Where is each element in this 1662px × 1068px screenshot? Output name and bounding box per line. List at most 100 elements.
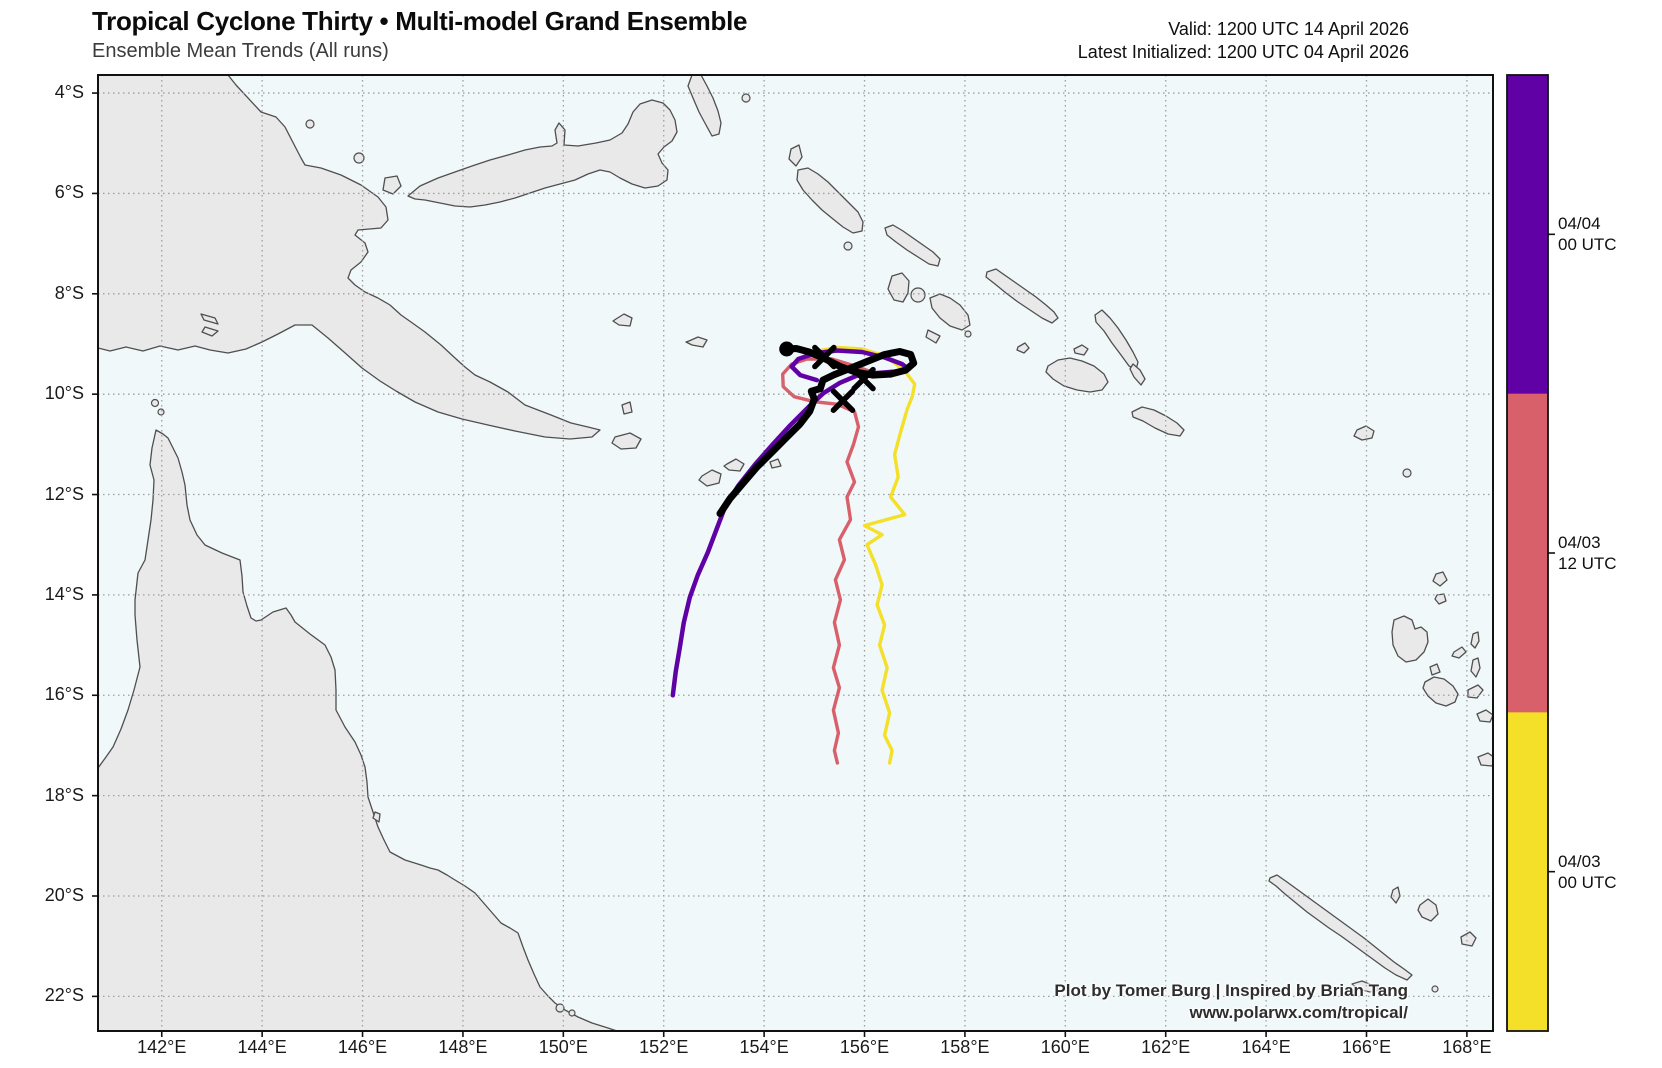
colorbar-segment <box>1507 75 1548 395</box>
x-axis-label: 150°E <box>538 1037 588 1057</box>
landmass <box>1073 344 1089 356</box>
credit-url-text: www.polarwx.com/tropical/ <box>1189 1003 1408 1022</box>
x-axis-label: 142°E <box>137 1037 187 1057</box>
small-island <box>910 287 926 303</box>
x-position-marker <box>851 366 876 392</box>
y-axis-label: 4°S <box>54 82 84 103</box>
landmass <box>1417 898 1439 922</box>
credit-author-text: Plot by Tomer Burg | Inspired by Brian T… <box>1054 981 1408 1000</box>
landmass <box>788 144 803 167</box>
landmass <box>200 313 219 325</box>
valid-time-text: Valid: 1200 UTC 14 April 2026 <box>1168 19 1409 39</box>
y-axis-label: 22°S <box>44 985 84 1006</box>
y-axis-label: 16°S <box>44 684 84 705</box>
landmass <box>698 469 722 487</box>
small-island <box>964 330 972 338</box>
landmass <box>796 167 864 234</box>
x-axis-label: 152°E <box>639 1037 689 1057</box>
credit-block: Plot by Tomer Burg | Inspired by Brian T… <box>1054 980 1408 1024</box>
landmass <box>1477 752 1493 767</box>
small-island <box>1431 985 1439 993</box>
x-axis-label: 162°E <box>1141 1037 1191 1057</box>
landmass <box>1476 709 1493 723</box>
y-axis-label: 6°S <box>54 182 84 203</box>
y-axis-label: 14°S <box>44 583 84 604</box>
small-island <box>305 119 315 129</box>
landmass <box>929 293 971 331</box>
x-axis-label: 168°E <box>1442 1037 1492 1057</box>
landmass <box>685 336 708 348</box>
land-layer <box>98 75 1493 1031</box>
colorbar-label: 04/03 12 UTC <box>1558 533 1617 573</box>
colorbar-frame <box>1506 74 1549 1032</box>
track-line <box>716 345 918 518</box>
landmass <box>985 268 1059 324</box>
y-axis-label: 8°S <box>54 282 84 303</box>
small-island <box>741 93 751 103</box>
x-axis-label: 166°E <box>1341 1037 1392 1057</box>
small-island <box>555 1003 565 1013</box>
landmass <box>925 329 941 344</box>
latest-position-dot <box>779 341 795 357</box>
landmass <box>1470 631 1480 649</box>
y-axis-label: 18°S <box>44 784 84 805</box>
x-axis-label: 156°E <box>839 1037 890 1057</box>
small-island <box>568 1009 576 1017</box>
landmass <box>1460 931 1477 947</box>
page-subtitle: Ensemble Mean Trends (All runs) <box>92 40 389 62</box>
y-axis-label: 10°S <box>44 383 84 404</box>
landmass <box>1422 676 1459 707</box>
landmass <box>884 224 941 267</box>
colorbar-label: 04/04 00 UTC <box>1558 214 1617 255</box>
page-title: Tropical Cyclone Thirty • Multi-model Gr… <box>92 6 748 36</box>
landmass <box>611 432 642 450</box>
landmass <box>98 429 620 1031</box>
x-axis-label: 164°E <box>1241 1037 1291 1057</box>
landmass <box>769 458 782 469</box>
init-time-colorbar <box>1506 74 1555 1032</box>
landmass <box>1470 657 1481 678</box>
landmass <box>372 811 381 823</box>
landmass <box>1016 342 1030 354</box>
small-island <box>150 398 160 408</box>
landmass <box>723 458 745 472</box>
init-time-text: Latest Initialized: 1200 UTC 04 April 20… <box>1077 42 1409 62</box>
landmass <box>887 272 910 303</box>
landmass <box>1451 646 1467 659</box>
x-axis-label: 144°E <box>237 1037 287 1057</box>
landmass <box>1268 874 1413 981</box>
y-axis-label: 12°S <box>44 483 84 504</box>
x-position-marker <box>812 344 837 370</box>
landmass <box>382 175 402 195</box>
landmass <box>1432 571 1448 587</box>
landmass <box>201 326 219 337</box>
axis-tick-marks <box>92 92 1468 1037</box>
map-frame <box>97 74 1494 1032</box>
landmass <box>612 313 633 327</box>
landmass <box>1094 309 1139 371</box>
landmass <box>1045 357 1109 393</box>
colorbar-segment <box>1507 712 1548 1032</box>
position-markers <box>779 341 876 413</box>
small-island <box>843 241 853 251</box>
landmass <box>687 75 722 137</box>
landmass <box>1129 363 1146 386</box>
landmass <box>621 401 633 415</box>
landmass <box>98 75 601 440</box>
landmass <box>1391 615 1429 663</box>
landmass <box>1429 663 1441 676</box>
small-island <box>353 152 365 164</box>
small-island <box>1402 468 1412 478</box>
colorbar-label: 04/03 00 UTC <box>1558 851 1617 892</box>
valid-time-block: Valid: 1200 UTC 14 April 2026 Latest Ini… <box>1078 18 1409 64</box>
x-axis-label: 154°E <box>739 1037 789 1057</box>
x-axis-label: 158°E <box>940 1037 990 1057</box>
x-position-marker <box>830 388 856 413</box>
landmass <box>1390 886 1401 904</box>
landmass <box>1434 593 1447 605</box>
small-island <box>157 408 165 416</box>
landmass <box>1131 406 1185 437</box>
y-axis-label: 20°S <box>44 885 84 905</box>
